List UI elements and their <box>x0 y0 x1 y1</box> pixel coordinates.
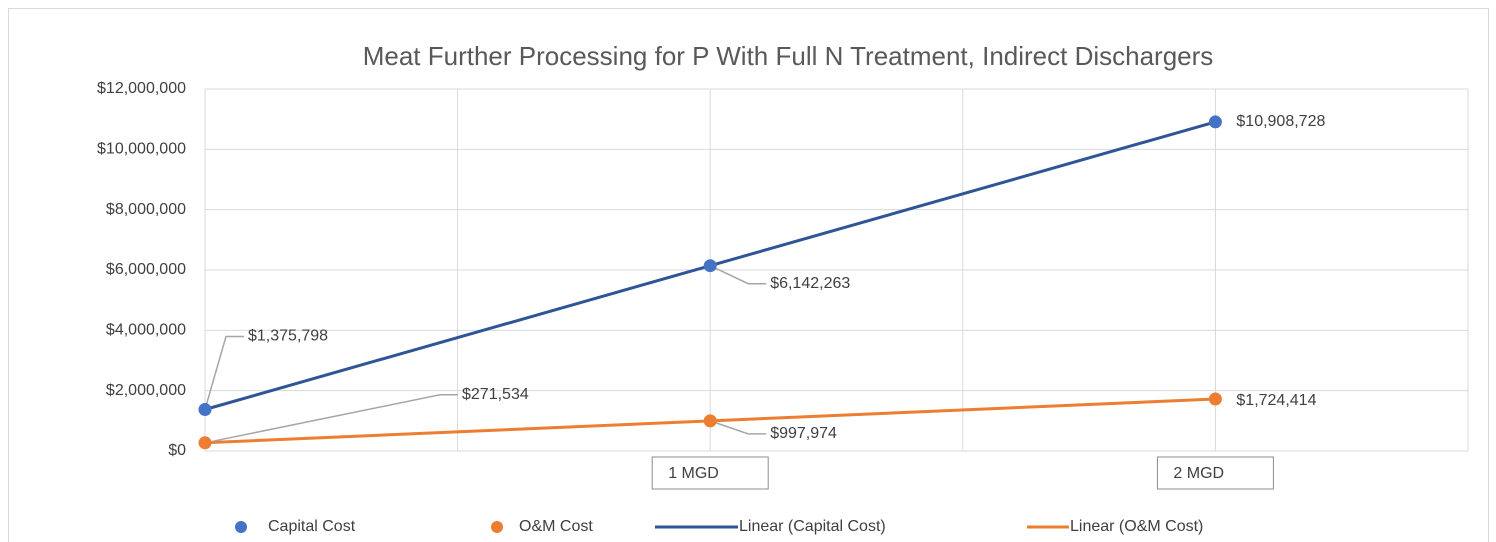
y-tick-label: $4,000,000 <box>106 322 186 339</box>
data-label: $1,724,414 <box>1236 392 1316 409</box>
point <box>703 259 717 273</box>
y-tick-label: $6,000,000 <box>106 261 186 278</box>
data-label: $10,908,728 <box>1236 113 1325 130</box>
legend-marker <box>491 521 503 533</box>
y-tick-label: $10,000,000 <box>97 141 186 158</box>
leader-line <box>709 265 767 285</box>
annotation: 1 MGD <box>668 465 719 482</box>
point <box>1208 115 1222 129</box>
annotation-box <box>1156 456 1274 490</box>
legend-label: Linear (O&M Cost) <box>1070 518 1203 535</box>
y-tick-label: $2,000,000 <box>106 382 186 399</box>
leader-line <box>204 394 458 444</box>
annotation: 2 MGD <box>1173 465 1224 482</box>
y-tick-label: $8,000,000 <box>106 201 186 218</box>
point <box>1208 392 1222 406</box>
point <box>198 436 212 450</box>
y-tick-label: $12,000,000 <box>97 80 186 97</box>
point <box>198 402 212 416</box>
point <box>703 414 717 428</box>
leader-line <box>709 420 767 435</box>
annotation-box <box>651 456 769 490</box>
data-label: $997,974 <box>770 425 837 442</box>
data-label: $271,534 <box>462 386 529 403</box>
leader-line <box>204 335 244 410</box>
chart-title: Meat Further Processing for P With Full … <box>363 41 1214 71</box>
data-label: $1,375,798 <box>248 328 328 345</box>
legend-marker <box>235 521 247 533</box>
legend-label: Capital Cost <box>268 518 356 535</box>
legend-label: O&M Cost <box>519 518 593 535</box>
legend-label: Linear (Capital Cost) <box>739 518 886 535</box>
chart-border <box>8 8 1489 542</box>
data-label: $6,142,263 <box>770 275 850 292</box>
y-tick-label: $0 <box>168 442 186 459</box>
